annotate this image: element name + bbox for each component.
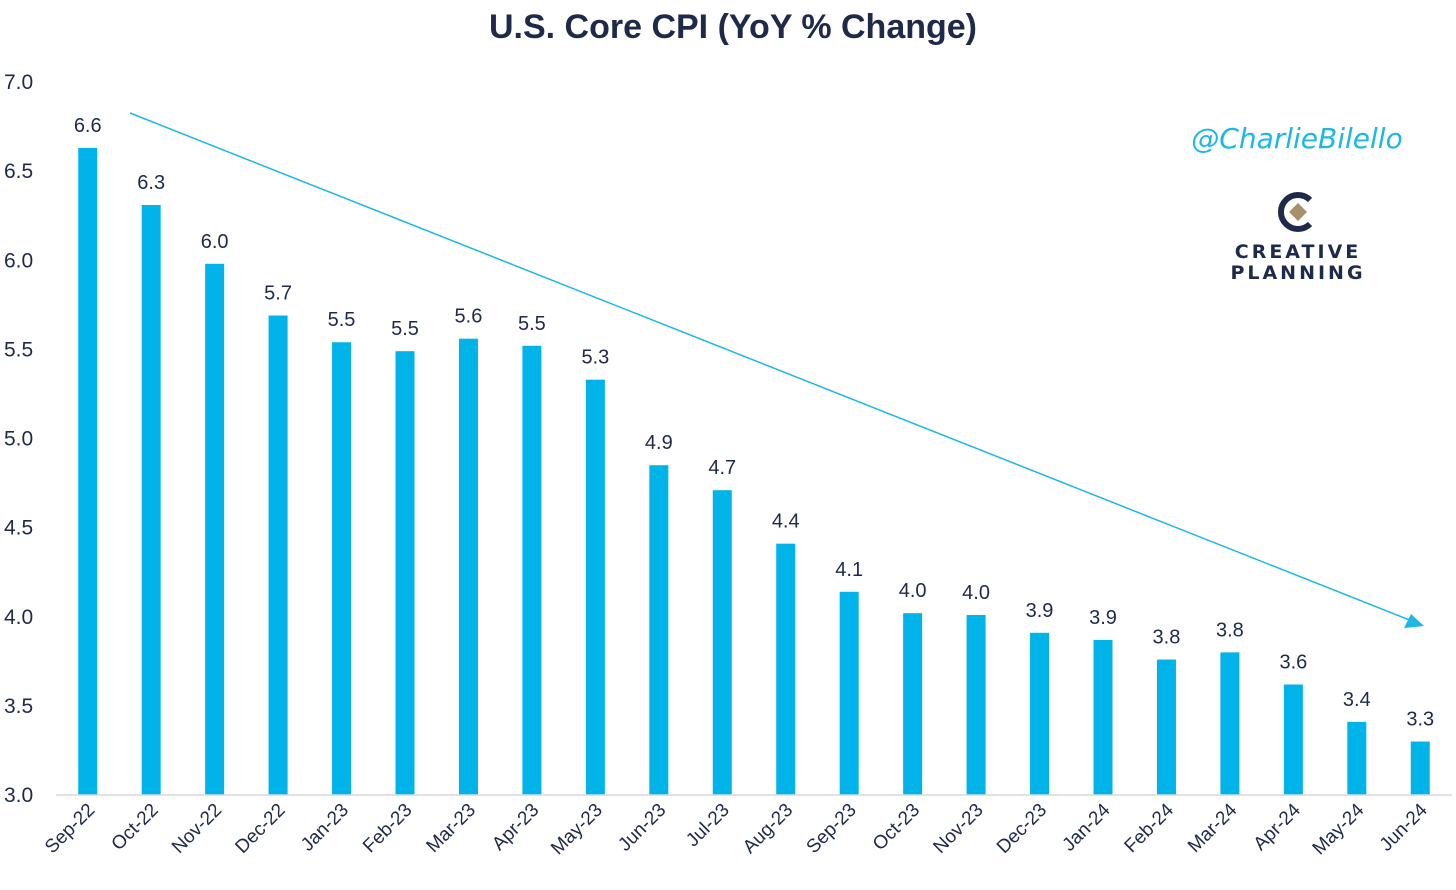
x-tick-label: Apr-24 xyxy=(1250,799,1305,854)
x-tick-label: Sep-22 xyxy=(41,800,99,858)
bars xyxy=(78,147,1430,795)
y-tick-label: 4.5 xyxy=(4,517,33,540)
y-axis: 3.0 3.5 4.0 4.5 5.0 5.5 6.0 6.5 7.0 xyxy=(4,71,33,807)
data-label: 5.6 xyxy=(455,306,483,328)
data-label: 6.0 xyxy=(201,231,229,253)
x-tick-label: Feb-23 xyxy=(359,800,416,857)
data-label: 4.7 xyxy=(708,457,736,479)
data-label: 5.3 xyxy=(581,347,609,369)
bar xyxy=(839,591,859,795)
bar xyxy=(776,543,796,795)
data-label: 3.8 xyxy=(1216,619,1244,641)
y-tick-label: 6.0 xyxy=(4,249,33,272)
x-tick-label: Jan-23 xyxy=(297,800,353,856)
data-label: 4.9 xyxy=(645,432,673,454)
value-labels: 6.6 6.3 6.0 5.7 5.5 5.5 5.6 5.5 5.3 4.9 4.7 4.4 4.1 4… xyxy=(74,115,1434,731)
data-label: 5.5 xyxy=(328,309,356,331)
data-label: 5.7 xyxy=(264,283,292,305)
bar xyxy=(141,204,161,795)
x-tick-label: Jun-23 xyxy=(614,800,670,856)
trend-arrow-line xyxy=(129,112,1413,622)
bar xyxy=(1156,659,1176,795)
y-tick-label: 5.5 xyxy=(4,338,33,361)
brand-line-2: PLANNING xyxy=(1230,262,1365,284)
x-tick-label: Jul-23 xyxy=(682,800,733,851)
bar xyxy=(903,613,923,795)
creative-planning-logo-icon xyxy=(1277,192,1313,232)
x-tick-label: Oct-22 xyxy=(108,800,163,855)
bar xyxy=(649,465,669,795)
x-tick-label: Nov-22 xyxy=(168,800,226,858)
chart-title: U.S. Core CPI (YoY % Change) xyxy=(489,8,977,46)
data-label: 4.4 xyxy=(772,511,800,533)
data-label: 6.3 xyxy=(137,172,165,194)
x-tick-label: Sep-23 xyxy=(803,800,861,858)
x-tick-label: Oct-23 xyxy=(869,800,924,855)
bar xyxy=(522,345,542,795)
bar xyxy=(1347,721,1367,795)
data-label: 6.6 xyxy=(74,115,102,137)
x-tick-label: Nov-23 xyxy=(929,800,987,858)
bar xyxy=(1030,632,1050,795)
bar xyxy=(1283,684,1303,795)
bar xyxy=(268,315,288,795)
bar xyxy=(966,614,986,795)
data-label: 3.6 xyxy=(1279,651,1307,673)
data-label: 4.0 xyxy=(899,580,927,602)
watermark: @CharlieBilello CREATIVE PLANNING xyxy=(1191,122,1402,284)
data-label: 3.9 xyxy=(1089,607,1117,629)
data-label: 5.5 xyxy=(518,313,546,335)
x-tick-label: Mar-24 xyxy=(1184,799,1242,857)
data-label: 4.0 xyxy=(962,582,990,604)
y-tick-label: 7.0 xyxy=(4,71,33,94)
x-tick-label: May-23 xyxy=(547,800,607,860)
y-tick-label: 5.0 xyxy=(4,428,33,451)
x-tick-label: Mar-23 xyxy=(423,800,480,857)
twitter-handle: @CharlieBilello xyxy=(1191,122,1402,155)
bar xyxy=(1410,741,1430,795)
data-label: 3.3 xyxy=(1406,709,1434,731)
bar xyxy=(585,379,605,795)
data-label: 4.1 xyxy=(835,559,863,581)
x-tick-label: Dec-22 xyxy=(231,800,289,858)
bar xyxy=(1093,639,1113,795)
data-label: 5.5 xyxy=(391,318,419,340)
x-tick-label: Apr-23 xyxy=(488,800,543,855)
y-tick-label: 4.0 xyxy=(4,606,33,629)
y-tick-label: 3.5 xyxy=(4,695,33,718)
trend-arrow xyxy=(129,112,1424,628)
data-label: 3.8 xyxy=(1153,627,1181,649)
bar xyxy=(395,351,415,795)
x-tick-label: Feb-24 xyxy=(1121,799,1179,857)
data-label: 3.4 xyxy=(1343,689,1371,711)
x-tick-label: May-24 xyxy=(1309,799,1369,859)
bar xyxy=(712,490,732,795)
bar xyxy=(1220,652,1240,795)
y-tick-label: 3.0 xyxy=(4,784,33,807)
x-tick-label: Aug-23 xyxy=(739,800,797,858)
brand-line-1: CREATIVE xyxy=(1235,241,1362,263)
trend-arrow-head xyxy=(1404,614,1424,628)
x-tick-label: Jan-24 xyxy=(1059,799,1115,855)
x-tick-label: Jun-24 xyxy=(1376,799,1432,855)
x-axis: Sep-22 Oct-22 Nov-22 Dec-22 Jan-23 Feb-23 Mar-… xyxy=(41,794,1452,860)
y-tick-label: 6.5 xyxy=(4,160,33,183)
data-label: 3.9 xyxy=(1026,600,1054,622)
bar xyxy=(332,342,352,795)
bar xyxy=(78,147,98,795)
bar xyxy=(205,263,225,795)
bar xyxy=(458,338,478,795)
x-tick-label: Dec-23 xyxy=(993,800,1051,858)
